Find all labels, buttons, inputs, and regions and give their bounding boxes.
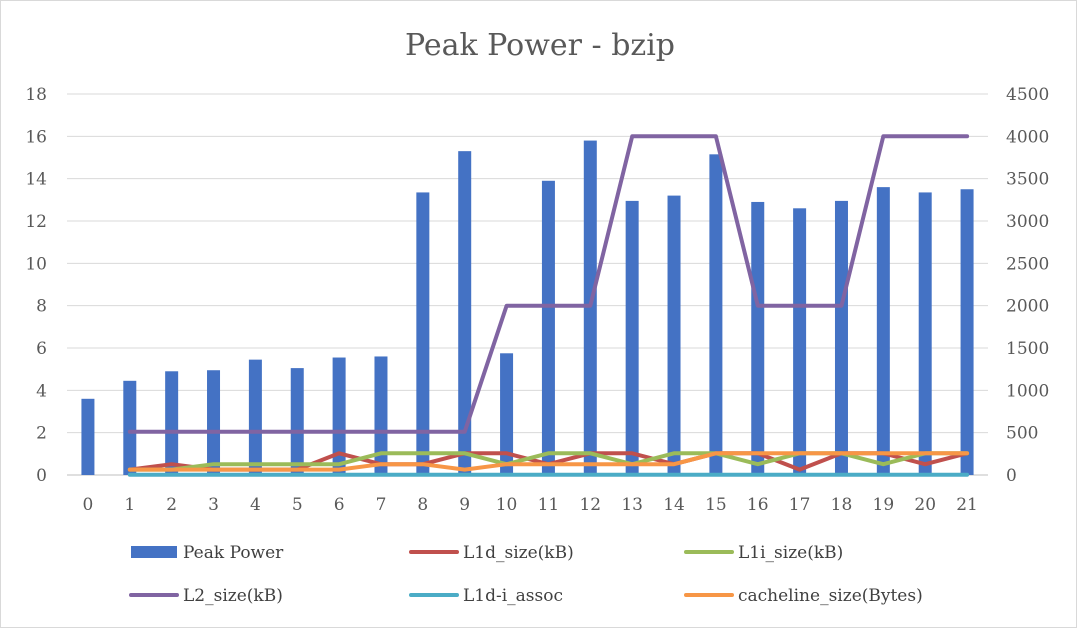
legend-label: L1i_size(kB) — [738, 543, 843, 563]
bar — [207, 370, 221, 475]
right-tick-label: 0 — [1006, 466, 1017, 486]
bar-series — [81, 140, 974, 476]
bar — [876, 187, 890, 475]
legend-label: L1d-i_assoc — [463, 586, 563, 606]
left-tick-label: 16 — [25, 127, 47, 147]
right-tick-label: 4500 — [1006, 85, 1049, 105]
left-tick-label: 10 — [25, 254, 47, 274]
line-series — [127, 134, 970, 477]
x-tick-label: 12 — [579, 495, 601, 515]
bar — [793, 208, 807, 476]
bar — [625, 200, 639, 475]
right-tick-label: 4000 — [1006, 127, 1049, 147]
right-tick-label: 2500 — [1006, 254, 1049, 274]
legend: Peak Power L1d_size(kB) L1i_size(kB) L2_siz… — [129, 543, 923, 606]
bar — [374, 356, 388, 475]
x-tick-label: 4 — [250, 495, 261, 515]
x-tick-label: 18 — [831, 495, 853, 515]
left-tick-label: 12 — [25, 212, 47, 232]
legend-label: cacheline_size(Bytes) — [738, 586, 923, 606]
bar — [541, 180, 555, 476]
series-line — [127, 134, 970, 434]
x-tick-label: 10 — [496, 495, 518, 515]
x-tick-label: 13 — [621, 495, 643, 515]
bar — [458, 151, 472, 475]
gridlines — [67, 93, 988, 476]
chart-title: Peak Power - bzip — [405, 28, 675, 63]
left-tick-label: 8 — [36, 297, 47, 317]
x-tick-label: 21 — [956, 495, 978, 515]
x-tick-label: 6 — [334, 495, 345, 515]
x-tick-label: 9 — [459, 495, 470, 515]
left-tick-label: 0 — [36, 466, 47, 486]
right-tick-label: 3500 — [1006, 170, 1049, 190]
x-tick-label: 14 — [663, 495, 685, 515]
bar — [248, 359, 262, 475]
x-tick-label: 19 — [873, 495, 895, 515]
x-tick-label: 3 — [208, 495, 219, 515]
x-tick-label: 7 — [376, 495, 387, 515]
legend-label: L1d_size(kB) — [463, 543, 574, 563]
x-tick-label: 5 — [292, 495, 303, 515]
x-tick-label: 0 — [83, 495, 94, 515]
bar — [290, 368, 304, 475]
left-tick-label: 4 — [36, 381, 47, 401]
bar — [332, 357, 346, 475]
bar — [667, 195, 681, 475]
x-tick-label: 16 — [747, 495, 769, 515]
legend-label: Peak Power — [183, 543, 284, 563]
right-tick-label: 2000 — [1006, 297, 1049, 317]
right-axis-ticks: 0 500 1000 1500 2000 2500 3000 3500 4000 4500 — [1006, 85, 1049, 486]
x-tick-label: 1 — [124, 495, 135, 515]
bar — [918, 192, 932, 476]
x-tick-label: 20 — [914, 495, 936, 515]
bar — [583, 140, 597, 476]
bar — [81, 398, 95, 475]
bar — [416, 192, 430, 476]
right-tick-label: 3000 — [1006, 212, 1049, 232]
left-tick-label: 6 — [36, 339, 47, 359]
left-axis-ticks: 0 2 4 6 8 10 12 14 16 18 — [25, 85, 47, 486]
x-tick-label: 11 — [538, 495, 560, 515]
legend-label: L2_size(kB) — [183, 586, 283, 606]
bar — [960, 189, 974, 475]
left-tick-label: 18 — [25, 85, 47, 105]
left-tick-label: 2 — [36, 424, 47, 444]
bar — [123, 380, 137, 475]
x-tick-label: 2 — [166, 495, 177, 515]
legend-swatch — [131, 546, 177, 558]
bar — [709, 154, 723, 475]
right-tick-label: 1000 — [1006, 381, 1049, 401]
right-tick-label: 500 — [1006, 424, 1038, 444]
x-tick-label: 8 — [417, 495, 428, 515]
x-axis-ticks: 0 1 2 3 4 5 6 7 8 9 10 11 12 13 14 15 16 17 18 19 20 21 — [83, 495, 978, 515]
left-tick-label: 14 — [25, 170, 47, 190]
bar — [834, 200, 848, 475]
bar — [500, 353, 514, 475]
bar — [751, 201, 765, 475]
x-tick-label: 17 — [789, 495, 811, 515]
right-tick-label: 1500 — [1006, 339, 1049, 359]
bar — [165, 371, 179, 475]
series-line — [127, 451, 970, 472]
x-tick-label: 15 — [705, 495, 727, 515]
